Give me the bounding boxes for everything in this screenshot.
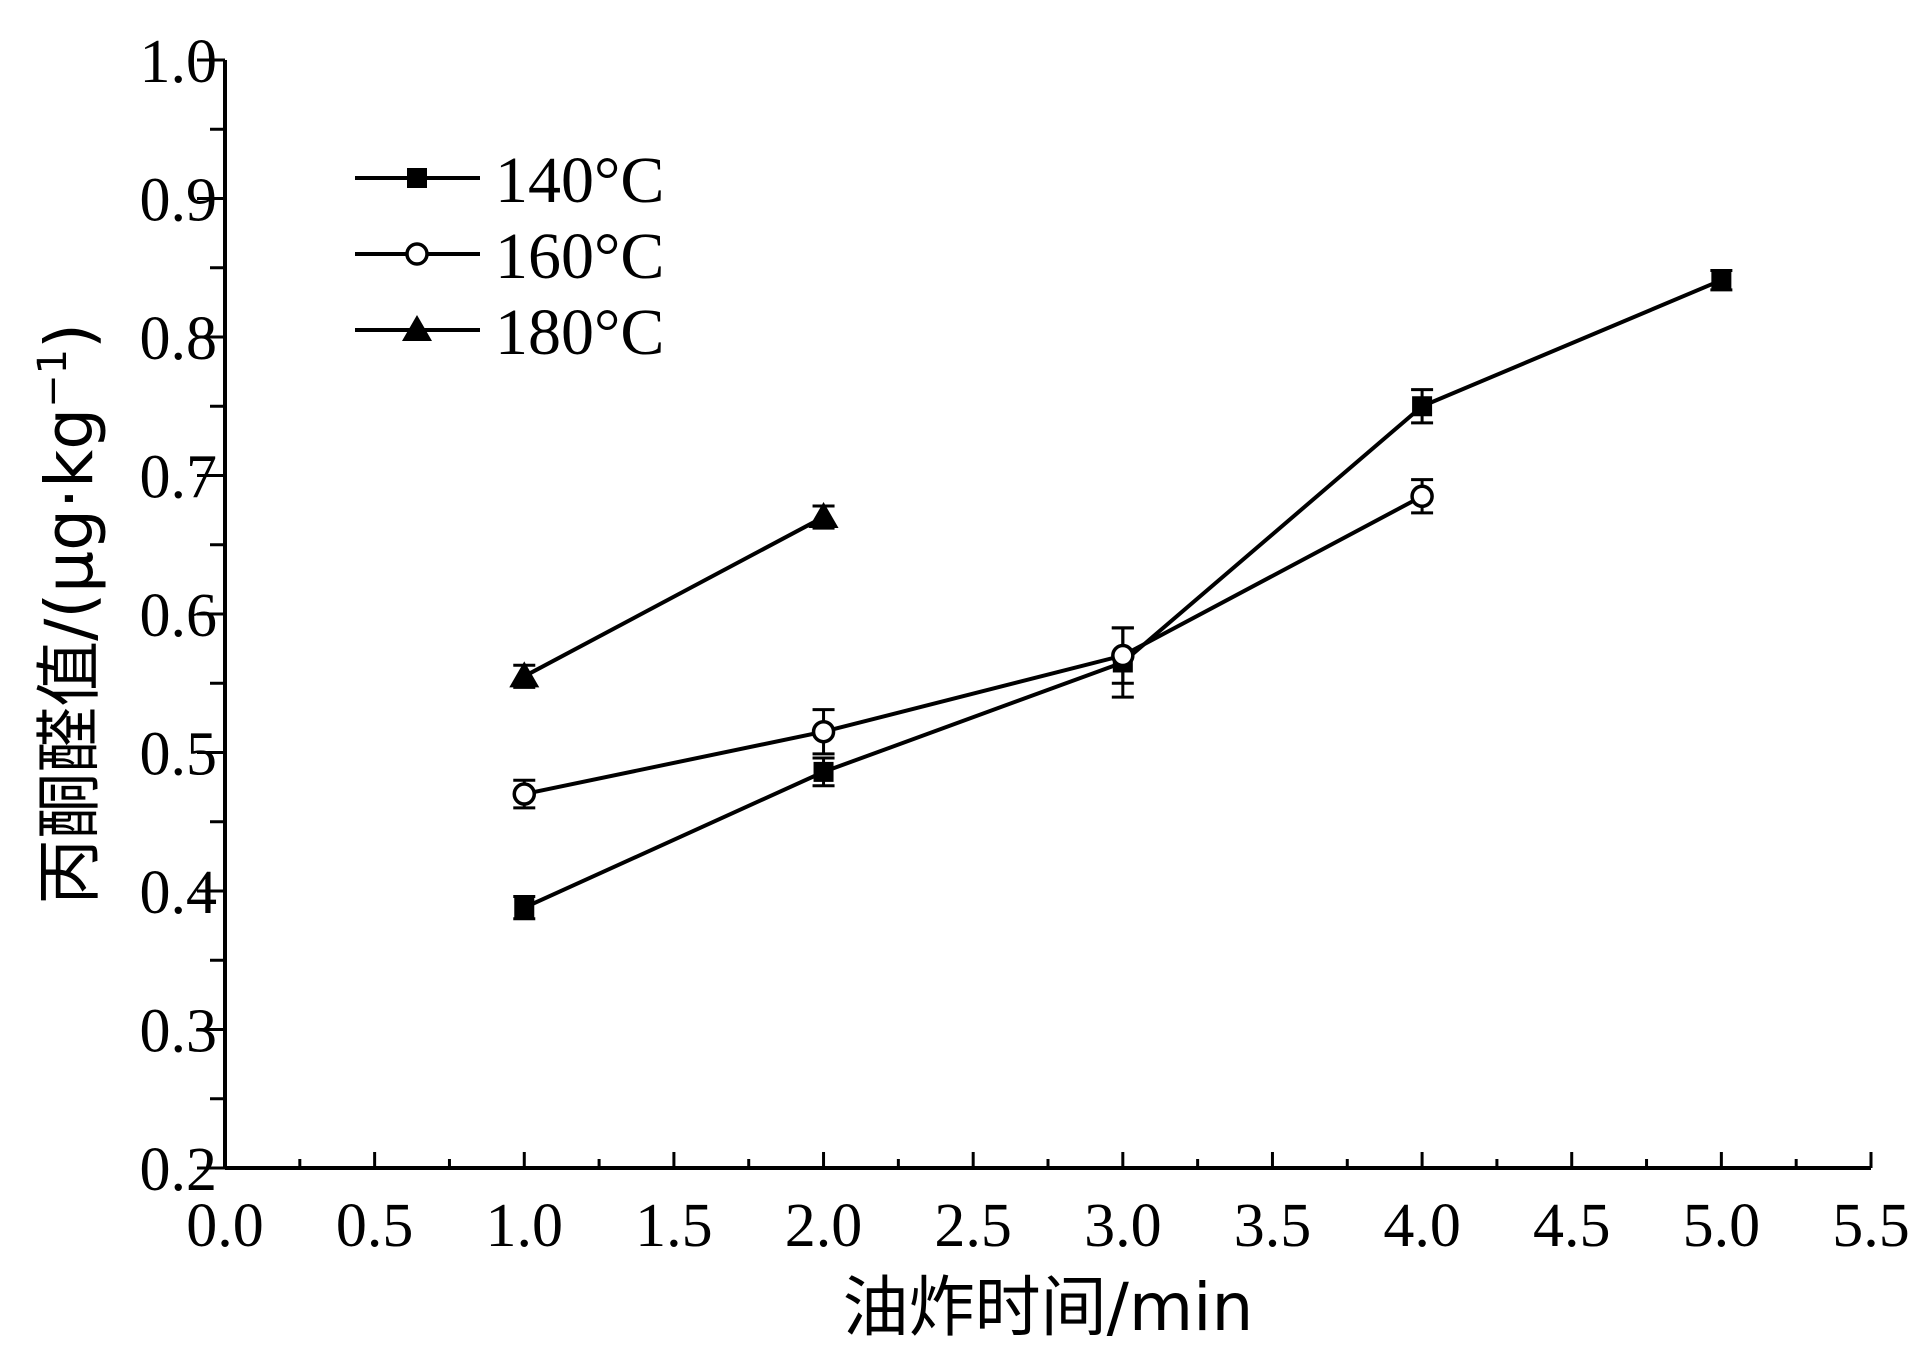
data-point-140C <box>1711 270 1732 291</box>
series-line-140C <box>523 278 1723 910</box>
data-points <box>509 270 1732 918</box>
data-point-140C <box>813 761 834 782</box>
series-line-160C <box>523 494 1424 797</box>
x-ticks: 0.0 0.5 1.0 1.5 2.0 2.5 3.0 3.5 4.0 4.5 5.0 5.5 <box>186 1152 1910 1260</box>
data-point-140C <box>514 897 535 918</box>
y-axis-title-close: ) <box>31 323 108 349</box>
legend-label-160C: 160°C <box>495 220 664 293</box>
y-tick-label: 1.0 <box>140 28 218 96</box>
data-point-160C <box>512 782 537 806</box>
x-tick-label: 1.0 <box>486 1192 564 1260</box>
y-tick-label: 0.7 <box>140 444 218 512</box>
error-bars <box>513 269 1733 921</box>
data-point-160C <box>1410 484 1434 509</box>
y-axis-title-superscript: −1 <box>30 349 76 408</box>
data-point-180C <box>509 661 540 688</box>
series-lines <box>523 278 1723 910</box>
x-tick-label: 4.0 <box>1383 1192 1461 1260</box>
x-tick-label: 2.5 <box>934 1192 1012 1260</box>
y-axis-title-main: 丙酮醛值/(μg·kg <box>31 408 108 905</box>
data-point-140C <box>1412 396 1433 417</box>
y-tick-label: 0.6 <box>140 582 218 650</box>
x-axis-title: 油炸时间/min <box>843 1269 1254 1346</box>
legend-marker-180C <box>402 315 432 341</box>
legend-marker-160C <box>405 242 429 266</box>
y-tick-label: 0.5 <box>140 721 218 789</box>
y-tick-label: 0.3 <box>140 998 218 1066</box>
x-tick-label: 5.0 <box>1683 1192 1761 1260</box>
x-tick-label: 3.5 <box>1234 1192 1312 1260</box>
y-tick-label: 0.9 <box>140 167 218 235</box>
legend-label-180C: 180°C <box>495 296 664 369</box>
legend-label-140C: 140°C <box>495 144 664 217</box>
x-tick-label: 5.5 <box>1832 1192 1910 1260</box>
y-axis-title: 丙酮醛值/(μg·kg−1) <box>30 323 108 905</box>
x-tick-label: 0.5 <box>336 1192 414 1260</box>
legend-marker-140C <box>407 168 427 188</box>
y-tick-label: 0.4 <box>140 859 218 927</box>
y-tick-label: 0.2 <box>140 1136 218 1204</box>
x-tick-label: 4.5 <box>1533 1192 1611 1260</box>
y-ticks: 0.2 0.3 0.4 0.5 0.6 0.7 0.8 0.9 1.0 <box>140 28 225 1204</box>
data-point-160C <box>1111 643 1135 668</box>
x-tick-label: 0.0 <box>186 1192 264 1260</box>
plot-area: 0.0 0.5 1.0 1.5 2.0 2.5 3.0 3.5 4.0 4.5 5.0 5.5 0.2… <box>140 28 1910 1260</box>
series-line-180C <box>523 515 825 679</box>
data-point-180C <box>808 502 839 529</box>
x-tick-label: 3.0 <box>1084 1192 1162 1260</box>
y-tick-label: 0.8 <box>140 305 218 373</box>
x-tick-label: 2.0 <box>785 1192 863 1260</box>
data-point-160C <box>811 719 836 744</box>
x-tick-label: 1.5 <box>635 1192 713 1260</box>
